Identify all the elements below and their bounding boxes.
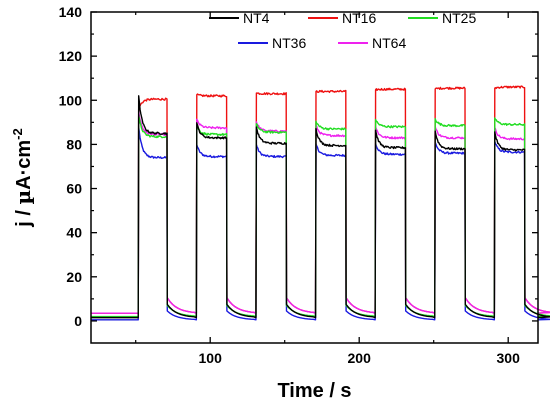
- series-line-nt25: [91, 115, 550, 318]
- series-line-nt16: [91, 85, 550, 314]
- series-line-nt4: [91, 95, 550, 319]
- legend-label-nt4: NT4: [243, 10, 270, 26]
- x-tick-label: 200: [348, 350, 372, 366]
- series-line-nt36: [91, 126, 550, 321]
- y-tick-label: 60: [66, 181, 82, 197]
- series-line-nt64: [91, 110, 550, 314]
- y-axis-title-main: j /: [13, 204, 35, 227]
- y-tick-label: 120: [59, 48, 83, 64]
- y-axis-title-mu: µ: [11, 190, 35, 205]
- plot-frame: [90, 11, 539, 344]
- legend: NT4 NT16 NT25 NT36 NT64: [209, 10, 476, 51]
- legend-label-nt36: NT36: [272, 35, 306, 51]
- x-tick-label: 100: [199, 350, 223, 366]
- legend-label-nt25: NT25: [442, 10, 476, 26]
- y-tick-label: 100: [59, 92, 83, 108]
- legend-label-nt16: NT16: [342, 10, 376, 26]
- y-tick-label: 20: [66, 269, 82, 285]
- legend-label-nt64: NT64: [372, 35, 406, 51]
- y-tick-label: 80: [66, 136, 82, 152]
- y-tick-label: 140: [59, 4, 83, 20]
- x-tick-label: 300: [497, 350, 521, 366]
- y-axis-title-exponent: -2: [10, 128, 25, 140]
- y-tick-label: 0: [74, 313, 82, 329]
- y-tick-label: 40: [66, 225, 82, 241]
- y-axis-title: j / µA·cm-2: [10, 128, 35, 227]
- y-axis-title-unit: A·cm: [13, 140, 35, 190]
- x-axis-title: Time / s: [277, 380, 351, 402]
